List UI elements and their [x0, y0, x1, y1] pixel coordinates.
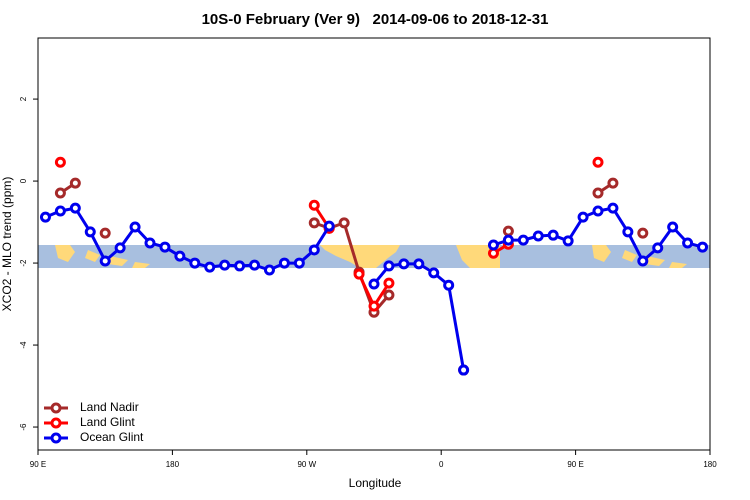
x-tick-label: 0: [439, 460, 444, 469]
point: [204, 261, 216, 273]
point: [54, 156, 66, 168]
point: [39, 211, 51, 223]
point: [562, 235, 574, 247]
point: [443, 279, 455, 291]
point: [383, 289, 395, 301]
point: [323, 220, 335, 232]
point: [159, 241, 171, 253]
point: [383, 277, 395, 289]
point: [592, 205, 604, 217]
point: [368, 278, 380, 290]
point: [54, 187, 66, 199]
point: [293, 257, 305, 269]
point: [577, 211, 589, 223]
point: [697, 241, 709, 253]
legend-label: Land Glint: [80, 415, 135, 429]
point: [263, 264, 275, 276]
land-patch: [592, 245, 687, 268]
point: [69, 202, 81, 214]
point: [607, 177, 619, 189]
x-tick-label: 180: [703, 460, 717, 469]
map-band: [38, 245, 710, 268]
point: [592, 187, 604, 199]
point: [428, 267, 440, 279]
point: [308, 244, 320, 256]
point: [84, 226, 96, 238]
x-tick-label: 90 E: [567, 460, 583, 469]
legend-marker: [50, 417, 62, 429]
point: [99, 255, 111, 267]
point: [174, 250, 186, 262]
point: [502, 234, 514, 246]
x-tick-label: 90 W: [297, 460, 316, 469]
point: [413, 258, 425, 270]
point: [398, 258, 410, 270]
legend-label: Ocean Glint: [80, 430, 144, 444]
point: [547, 229, 559, 241]
chart-title: 10S-0 February (Ver 9) 2014-09-06 to 201…: [202, 11, 549, 28]
point: [144, 237, 156, 249]
point: [54, 205, 66, 217]
land-patch: [320, 245, 400, 268]
point: [368, 300, 380, 312]
y-axis-label: XCO2 - MLO trend (ppm): [0, 177, 14, 312]
legend-label: Land Nadir: [80, 400, 139, 414]
x-axis-label: Longitude: [349, 476, 402, 490]
point: [249, 259, 261, 271]
point: [129, 221, 141, 233]
point: [353, 268, 365, 280]
point: [338, 217, 350, 229]
y-tick-label: 0: [19, 178, 28, 183]
point: [637, 227, 649, 239]
point: [189, 257, 201, 269]
legend-marker: [50, 432, 62, 444]
point: [652, 242, 664, 254]
point: [532, 230, 544, 242]
x-tick-label: 180: [166, 460, 180, 469]
y-tick-label: -2: [19, 259, 28, 267]
point: [219, 259, 231, 271]
plot-frame: [37, 37, 711, 451]
y-tick-label: -4: [19, 341, 28, 349]
point: [69, 177, 81, 189]
point: [607, 202, 619, 214]
point: [458, 364, 470, 376]
y-tick-label: -6: [19, 423, 28, 431]
point: [114, 242, 126, 254]
legend-marker: [50, 402, 62, 414]
land-patch: [55, 245, 150, 268]
point: [622, 226, 634, 238]
y-tick-label: 2: [19, 96, 28, 101]
point: [308, 199, 320, 211]
x-tick-label: 90 E: [30, 460, 46, 469]
point: [308, 217, 320, 229]
point: [682, 237, 694, 249]
point: [517, 234, 529, 246]
point: [502, 225, 514, 237]
point: [383, 260, 395, 272]
point: [592, 156, 604, 168]
point: [278, 257, 290, 269]
point: [234, 260, 246, 272]
point: [637, 255, 649, 267]
point: [99, 227, 111, 239]
point: [487, 239, 499, 251]
point: [667, 221, 679, 233]
